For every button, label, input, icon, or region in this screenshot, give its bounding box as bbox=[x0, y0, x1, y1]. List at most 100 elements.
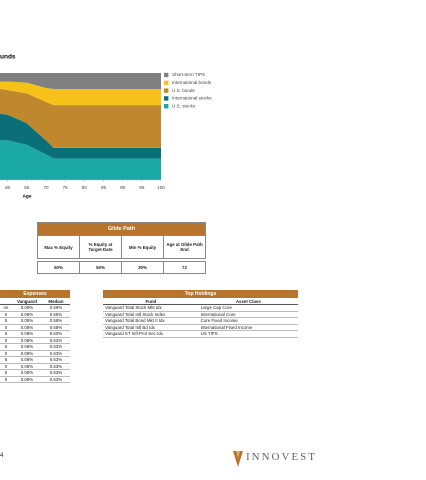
cell: 0.63% bbox=[41, 363, 70, 370]
cell: 0.63% bbox=[41, 350, 70, 357]
cell: 0.08% bbox=[11, 304, 42, 312]
legend-label: U.S. bonds bbox=[172, 88, 195, 93]
cell: Vanguard Total Intl Bd Idx bbox=[103, 324, 199, 331]
cell: 0 bbox=[0, 337, 12, 344]
logo-icon bbox=[233, 451, 243, 467]
cell: Vanguard Total Bond Mkt II Idx bbox=[103, 317, 199, 325]
x-tick-label: 70 bbox=[43, 185, 49, 190]
legend-label: Short-term TIPS bbox=[172, 72, 205, 77]
header-cell: % Equity at Target-Date bbox=[79, 235, 122, 259]
cell: 0.08% bbox=[11, 324, 42, 331]
cell: 0 bbox=[0, 350, 12, 357]
cell: International Fixed Income bbox=[198, 324, 298, 331]
cell: 0.08% bbox=[11, 317, 42, 325]
value-cell: 50% bbox=[79, 261, 122, 274]
area bbox=[0, 81, 161, 106]
row: ne 0.08% 0.59% bbox=[0, 304, 70, 312]
cell: 0 bbox=[0, 376, 12, 383]
cell: 0.08% bbox=[11, 343, 42, 351]
x-tick-label: 75 bbox=[63, 185, 69, 190]
table-title: Glide Path bbox=[37, 222, 206, 236]
cell: 0.63% bbox=[41, 376, 70, 383]
cell: Large Cap Core bbox=[198, 304, 298, 312]
cell: 0.59% bbox=[41, 304, 70, 312]
cell: 0.08% bbox=[11, 363, 42, 370]
cell: 0.08% bbox=[11, 311, 42, 318]
x-tick-label: 60 bbox=[5, 185, 11, 190]
x-tick-label: 85 bbox=[101, 185, 107, 190]
cell: 0.08% bbox=[11, 350, 42, 357]
legend-swatch bbox=[164, 96, 169, 101]
row: 0 0.08% 0.63% bbox=[0, 363, 70, 370]
row: 0 0.08% 0.62% bbox=[0, 337, 70, 344]
value-cell: 50% bbox=[37, 261, 80, 274]
value-cell: 72 bbox=[163, 261, 206, 274]
expenses-table: Expenses Vanguard Median ne 0.08% 0.59% 0 0.08%… bbox=[0, 290, 70, 383]
cell: 5 bbox=[0, 317, 12, 325]
header-row: Max % Equity% Equity at Target-Date Min %… bbox=[37, 235, 206, 259]
header-cell: Age at Glide Path End bbox=[163, 235, 206, 259]
table-title: Expenses bbox=[0, 290, 70, 298]
row: 0 0.08% 0.55% bbox=[0, 311, 70, 318]
x-axis-label: Age bbox=[22, 193, 31, 199]
cell: 0.60% bbox=[41, 330, 70, 338]
cell: Vanguard Total Stock Mkt Idx bbox=[103, 304, 199, 312]
title-row: Expenses bbox=[0, 290, 70, 298]
cell: 0.58% bbox=[41, 324, 70, 331]
header-cell: Asset Class bbox=[198, 298, 298, 305]
x-tick-label: 95 bbox=[139, 185, 145, 190]
row: 0 0.08% 0.63% bbox=[0, 350, 70, 357]
chart: unds Age 60 65 70 75 80 85 90 95 100 Short-term T… bbox=[0, 54, 212, 199]
cell: 0.08% bbox=[11, 356, 42, 364]
legend-swatch bbox=[164, 88, 169, 93]
area bbox=[0, 89, 161, 148]
header-row: Vanguard Median bbox=[0, 298, 70, 305]
chart-title: unds bbox=[0, 54, 16, 61]
cell: 0.63% bbox=[41, 343, 70, 351]
row: Vanguard Total Intl Stock Index Internati… bbox=[103, 311, 298, 318]
cell: 0.63% bbox=[41, 369, 70, 377]
row: 5 0.08% 0.63% bbox=[0, 343, 70, 351]
header-cell bbox=[0, 298, 12, 305]
value-row: 50% 50% 30% 72 bbox=[37, 261, 206, 274]
header-cell: Fund bbox=[103, 298, 199, 305]
row: 5 0.08% 0.63% bbox=[0, 369, 70, 377]
cell: 0.62% bbox=[41, 337, 70, 344]
cell: 0.08% bbox=[11, 376, 42, 383]
row: 0 0.08% 0.58% bbox=[0, 324, 70, 331]
cell: US TIPS bbox=[198, 330, 298, 338]
x-tick-label: 80 bbox=[82, 185, 88, 190]
row: 0 0.08% 0.63% bbox=[0, 376, 70, 383]
cell: Vanguard ST Infl-Prot Sec Idx bbox=[103, 330, 199, 338]
legend-swatch bbox=[164, 104, 169, 109]
header-cell: Median bbox=[41, 298, 70, 305]
x-tick-label: 65 bbox=[24, 185, 30, 190]
cell: 0 bbox=[0, 363, 12, 370]
row: Vanguard Total Stock Mkt Idx Large Cap Co… bbox=[103, 304, 298, 312]
row: Vanguard ST Infl-Prot Sec Idx US TIPS bbox=[103, 330, 298, 338]
cell: 0 bbox=[0, 311, 12, 318]
area bbox=[0, 140, 161, 180]
row: Vanguard Total Intl Bd Idx International … bbox=[103, 324, 298, 331]
cell: 0.63% bbox=[41, 356, 70, 364]
legend-swatch bbox=[164, 72, 169, 78]
table-title: Top Holdings bbox=[103, 290, 298, 298]
row: Vanguard Total Bond Mkt II Idx Core Fixed… bbox=[103, 317, 298, 325]
value-cell: 30% bbox=[121, 261, 164, 274]
legend-swatch bbox=[164, 80, 169, 85]
cell: Vanguard Total Intl Stock Index bbox=[103, 311, 199, 318]
page-number: 4 bbox=[0, 453, 4, 459]
cell: 5 bbox=[0, 330, 12, 338]
cell: 0.08% bbox=[11, 369, 42, 377]
header-cell: Max % Equity bbox=[37, 235, 80, 259]
top-holdings-table: Top Holdings Fund Asset Class Vanguard Tota… bbox=[103, 290, 298, 338]
cell: 0 bbox=[0, 324, 12, 331]
row: 5 0.08% 0.63% bbox=[0, 356, 70, 364]
legend-label: International bonds bbox=[172, 80, 212, 85]
row: 5 0.08% 0.60% bbox=[0, 330, 70, 338]
legend-label: U.S. stocks bbox=[172, 103, 196, 108]
area bbox=[0, 73, 161, 90]
header-cell: Min % Equity bbox=[121, 235, 164, 259]
x-tick-label: 100 bbox=[157, 185, 165, 190]
